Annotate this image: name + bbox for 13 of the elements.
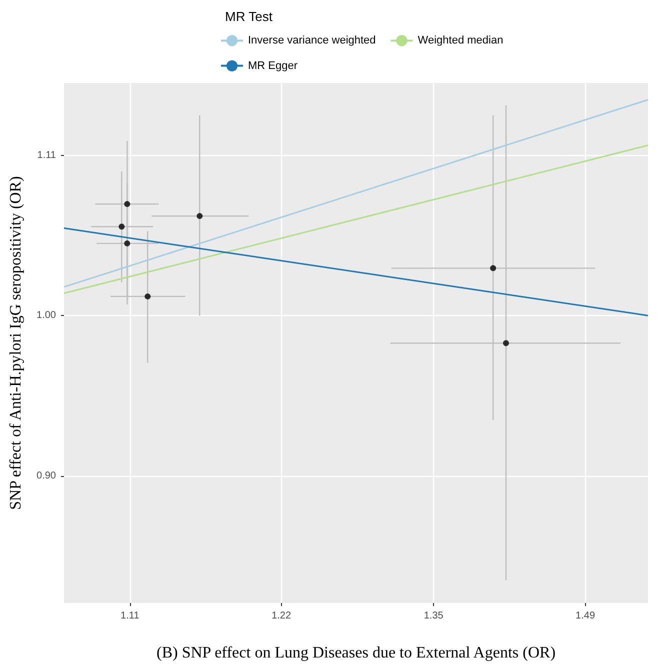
legend-label: Weighted median [418, 34, 504, 47]
x-tick-label: 1.22 [272, 610, 292, 622]
y-tick-label: 1.00 [36, 310, 56, 322]
y-tick-label: 0.90 [36, 470, 56, 482]
y-tick-label: 1.11 [37, 150, 56, 161]
x-tick-label: 1.35 [424, 610, 444, 622]
legend-title: MR Test [225, 9, 273, 24]
y-axis-title: SNP effect of Anti-H.pylori IgG seropositivity (OR) [8, 176, 24, 510]
x-axis-title: (B) SNP effect on Lung Diseases due to External Agents (OR) [156, 644, 556, 662]
legend-label: MR Egger [248, 60, 298, 72]
legend-label: Inverse variance weighted [248, 34, 376, 47]
x-tick-label: 1.49 [576, 610, 596, 622]
x-tick-label: 1.11 [120, 610, 140, 622]
